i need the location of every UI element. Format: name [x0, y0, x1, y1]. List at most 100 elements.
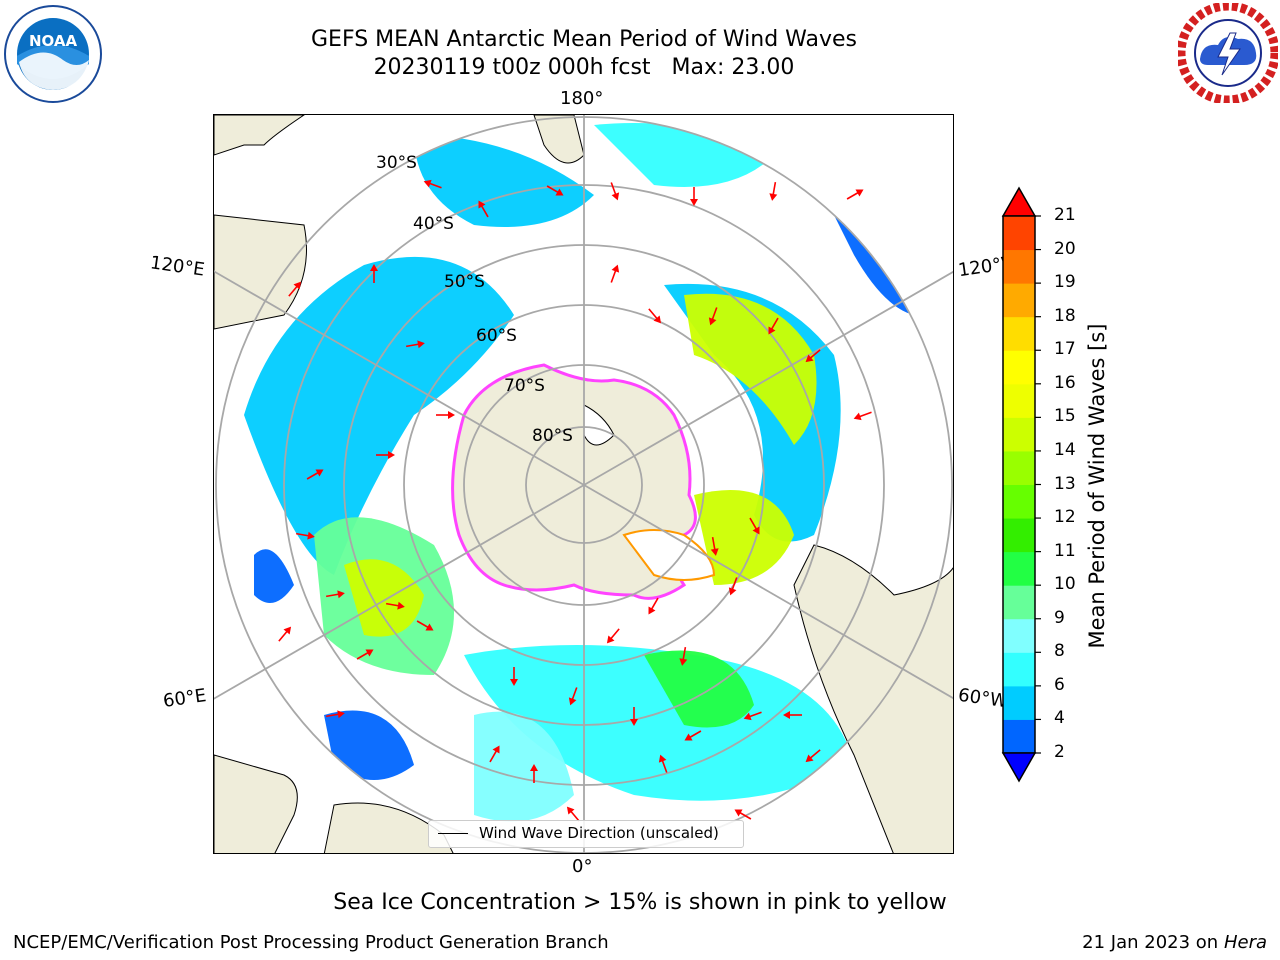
colorbar-segment: [1003, 518, 1035, 553]
run-label: 20230119 t00z 000h fcst: [373, 55, 651, 80]
colorbar-segment: [1003, 484, 1035, 519]
wave-direction-arrow: [734, 809, 752, 820]
wave-direction-arrow: [783, 711, 802, 719]
wave-direction-arrow: [325, 710, 345, 719]
lon-label-120e: 120°E: [148, 252, 206, 281]
colorbar-segment: [1003, 350, 1035, 385]
wave-period-region: [464, 645, 854, 801]
colorbar-segment: [1003, 618, 1035, 653]
wave-direction-arrow: [356, 649, 374, 660]
wave-direction-arrow: [478, 200, 489, 218]
meridian-line: [583, 270, 953, 486]
wave-direction-arrow: [630, 707, 638, 726]
lat-label-40s: 40°S: [413, 214, 454, 234]
wave-direction-arrow: [510, 667, 518, 686]
wave-direction-arrow: [405, 340, 425, 349]
colorbar-tick-label: 18: [1054, 305, 1076, 326]
wave-direction-arrow: [684, 730, 702, 741]
meridian-line: [214, 484, 585, 700]
colorbar-tick-label: 4: [1054, 708, 1065, 729]
wave-direction-arrow: [566, 806, 580, 822]
chart-subtitle: 20230119 t00z 000h fcst Max: 23.00: [284, 54, 884, 82]
wave-direction-arrow: [568, 687, 578, 706]
meridian-line: [583, 484, 953, 700]
wave-direction-arrow: [385, 601, 405, 610]
colorbar-segment: [1003, 383, 1035, 418]
colorbar-segment: [1003, 316, 1035, 351]
wave-direction-arrow: [710, 536, 719, 556]
wave-direction-arrow: [325, 590, 345, 599]
wave-direction-arrow: [376, 451, 395, 459]
wave-direction-arrow: [416, 620, 434, 631]
colorbar-tick-label: 14: [1054, 439, 1076, 460]
wave-period-region: [324, 710, 414, 780]
colorbar-segment: [1003, 551, 1035, 586]
legend-label: Wind Wave Direction (unscaled): [479, 824, 719, 842]
chart-title: GEFS MEAN Antarctic Mean Period of Wind …: [311, 27, 857, 52]
colorbar-segment: [1003, 652, 1035, 687]
colorbar-over-arrow: [1001, 186, 1037, 217]
wave-direction-arrow: [370, 264, 378, 283]
colorbar-tick-label: 12: [1054, 507, 1076, 528]
colorbar-tick-label: 6: [1054, 674, 1065, 695]
lon-label-0: 0°: [572, 856, 593, 877]
lat-label-60s: 60°S: [476, 326, 517, 346]
wave-direction-arrow: [648, 308, 662, 324]
map-legend: Wind Wave Direction (unscaled): [428, 820, 744, 848]
lat-label-50s: 50°S: [444, 272, 485, 292]
meridian-line: [214, 270, 585, 486]
lat-label-30s: 30°S: [376, 153, 417, 173]
polar-map: 30°S 40°S 50°S 60°S 70°S 80°S: [214, 115, 953, 853]
wave-direction-arrow: [743, 711, 762, 721]
land-outside: [214, 115, 953, 853]
wave-period-region: [414, 135, 594, 227]
map-panel: 30°S 40°S 50°S 60°S 70°S 80°S Wind Wave …: [213, 114, 954, 854]
wave-direction-arrow: [610, 182, 620, 201]
wave-direction-arrow: [288, 281, 302, 297]
wave-period-region: [694, 490, 794, 585]
lat-label-80s: 80°S: [532, 426, 573, 446]
wave-period-region: [344, 559, 424, 637]
wave-period-region: [814, 175, 934, 317]
wave-direction-arrow: [805, 749, 821, 763]
wave-period-region: [474, 711, 574, 822]
lon-label-180: 180°: [560, 88, 604, 109]
wave-direction-arrow: [278, 626, 292, 642]
colorbar-tick-label: 21: [1054, 205, 1076, 225]
colorbar-tick-label: 17: [1054, 339, 1076, 360]
colorbar-segment: [1003, 585, 1035, 620]
colorbar-tick-label: 20: [1054, 238, 1076, 259]
colorbar-segment: [1003, 216, 1035, 251]
wave-direction-arrow: [679, 646, 688, 666]
colorbar-label: Mean Period of Wind Waves [s]: [1085, 323, 1109, 649]
wave-period-region: [684, 293, 817, 445]
wave-direction-arrow: [295, 531, 315, 540]
wave-direction-arrow: [690, 187, 698, 206]
wave-direction-arrow: [728, 577, 738, 596]
wave-direction-arrow: [610, 264, 620, 283]
footer-producer: NCEP/EMC/Verification Post Processing Pr…: [13, 932, 609, 953]
wave-direction-arrow: [648, 597, 659, 615]
noaa-logo-text: NOAA: [29, 32, 78, 50]
colorbar-segment: [1003, 450, 1035, 485]
colorbar-segment: [1003, 685, 1035, 720]
colorbar-tick-label: 2: [1054, 742, 1065, 762]
sea-ice-caption: Sea Ice Concentration > 15% is shown in …: [333, 890, 947, 915]
colorbar-tick-label: 9: [1054, 607, 1065, 628]
colorbar-tick-label: 16: [1054, 372, 1076, 393]
colorbar-segment: [1003, 249, 1035, 284]
wind-wave-arrows: [278, 179, 872, 822]
wave-direction-arrow: [546, 185, 564, 196]
nws-logo: [1178, 3, 1278, 103]
wave-period-region: [254, 549, 294, 603]
wave-direction-arrow: [769, 181, 778, 201]
wave-direction-arrow: [846, 189, 864, 200]
colorbar: [1001, 186, 1041, 783]
colorbar-tick-label: 11: [1054, 540, 1076, 561]
colorbar-tick-label: 10: [1054, 574, 1076, 595]
wave-direction-arrow: [749, 517, 760, 535]
colorbar-segment: [1003, 719, 1035, 754]
wave-direction-arrow: [489, 745, 500, 763]
wave-period-region: [244, 256, 514, 575]
colorbar-segment: [1003, 417, 1035, 452]
